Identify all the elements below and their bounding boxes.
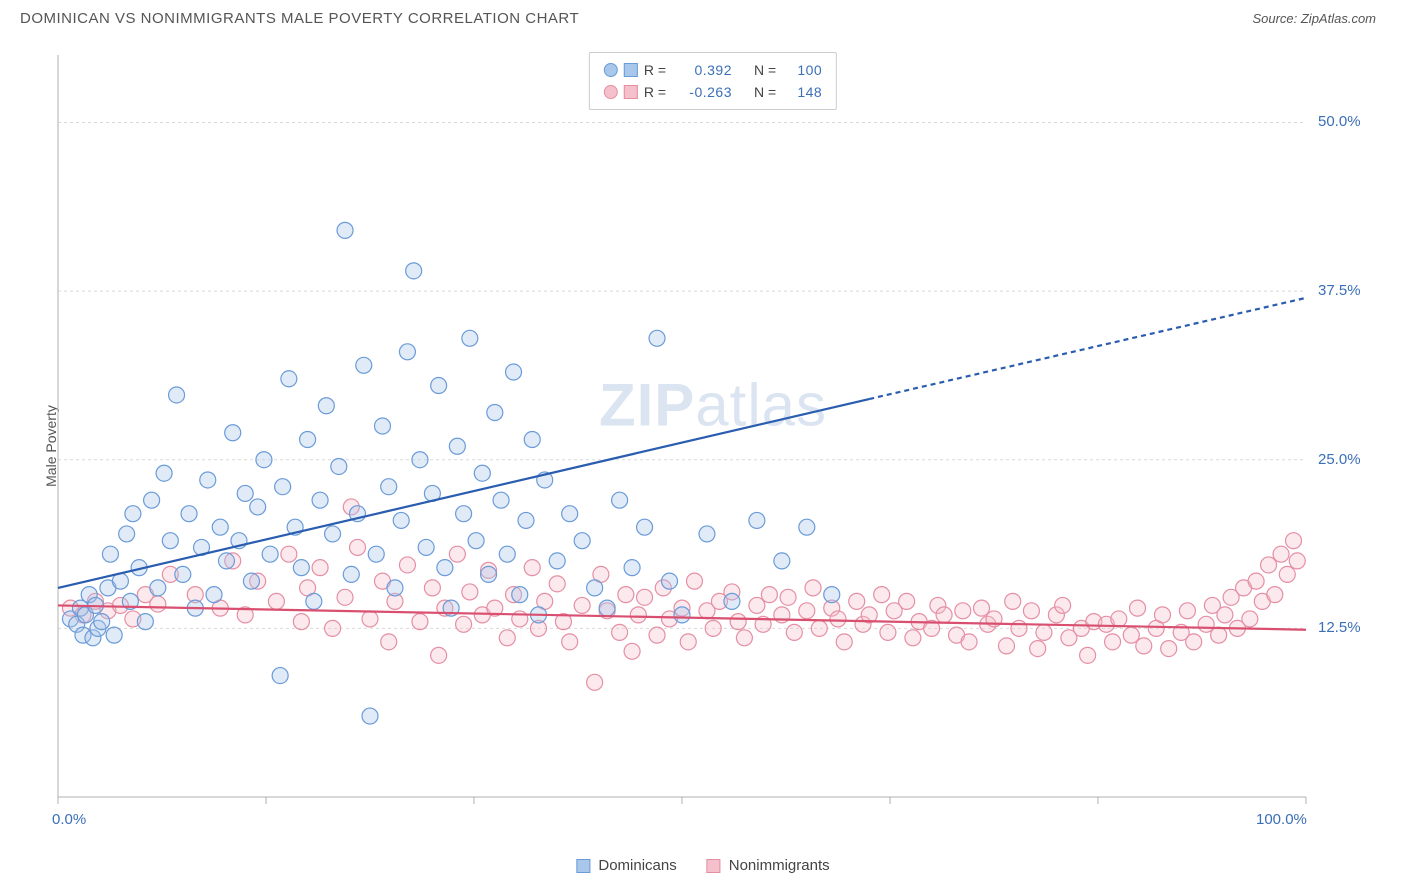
- legend-square-icon: [624, 85, 638, 99]
- y-tick-label: 50.0%: [1318, 113, 1361, 130]
- scatter-chart: [50, 50, 1376, 822]
- legend-row-nonimmigrants: R = -0.263 N = 148: [604, 81, 822, 103]
- legend-square-icon: [707, 859, 721, 873]
- chart-title: DOMINICAN VS NONIMMIGRANTS MALE POVERTY …: [20, 10, 579, 27]
- legend-label-nonimmigrants: Nonimmigrants: [729, 857, 830, 874]
- legend-circle-icon: [604, 63, 618, 77]
- y-tick-label: 37.5%: [1318, 282, 1361, 299]
- y-tick-label: 25.0%: [1318, 451, 1361, 468]
- legend-circle-icon: [604, 85, 618, 99]
- legend-label-dominicans: Dominicans: [598, 857, 676, 874]
- r-label: R =: [644, 59, 666, 81]
- n-label: N =: [754, 81, 776, 103]
- legend-item-nonimmigrants: Nonimmigrants: [707, 857, 830, 874]
- r-value-dominicans: 0.392: [672, 59, 732, 81]
- legend-square-icon: [576, 859, 590, 873]
- legend-square-icon: [624, 63, 638, 77]
- y-tick-label: 12.5%: [1318, 619, 1361, 636]
- n-value-nonimmigrants: 148: [782, 81, 822, 103]
- legend-correlation-box: R = 0.392 N = 100 R = -0.263 N = 148: [589, 52, 837, 110]
- x-tick-label: 0.0%: [52, 811, 86, 828]
- legend-series: Dominicans Nonimmigrants: [576, 857, 829, 874]
- legend-item-dominicans: Dominicans: [576, 857, 676, 874]
- chart-area: R = 0.392 N = 100 R = -0.263 N = 148 ZIP…: [50, 50, 1376, 822]
- r-label: R =: [644, 81, 666, 103]
- x-tick-label: 100.0%: [1256, 811, 1307, 828]
- legend-row-dominicans: R = 0.392 N = 100: [604, 59, 822, 81]
- r-value-nonimmigrants: -0.263: [672, 81, 732, 103]
- n-value-dominicans: 100: [782, 59, 822, 81]
- n-label: N =: [754, 59, 776, 81]
- source-label: Source: ZipAtlas.com: [1252, 11, 1376, 26]
